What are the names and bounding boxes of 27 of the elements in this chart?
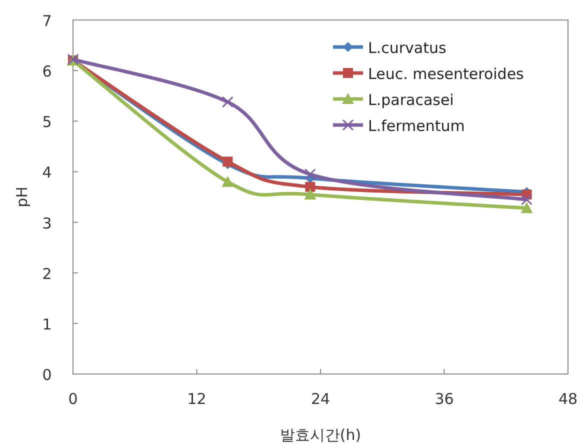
x-axis-title: 발효시간(h) bbox=[280, 426, 362, 444]
y-tick-label: 6 bbox=[42, 62, 52, 81]
point bbox=[222, 176, 234, 187]
y-axis-title: pH bbox=[13, 186, 31, 208]
point bbox=[304, 168, 316, 180]
legend-label: Leuc. mesenteroides bbox=[368, 65, 524, 83]
x-tick-label: 0 bbox=[68, 390, 78, 408]
point bbox=[222, 96, 234, 108]
y-tick-label: 0 bbox=[42, 366, 52, 384]
x-tick-label: 48 bbox=[558, 390, 578, 408]
legend-label: L.paracasei bbox=[368, 91, 454, 109]
x-tick-label: 24 bbox=[310, 390, 330, 408]
y-tick-label: 1 bbox=[42, 315, 52, 334]
legend-label: L.fermentum bbox=[368, 117, 465, 135]
point bbox=[305, 182, 316, 192]
y-tick-label: 5 bbox=[42, 113, 52, 132]
point bbox=[520, 202, 533, 214]
y-tick-label: 2 bbox=[42, 264, 52, 283]
point bbox=[222, 156, 233, 167]
y-tick-label: 4 bbox=[42, 164, 52, 182]
y-tick-label: 7 bbox=[42, 12, 52, 30]
point bbox=[521, 194, 532, 206]
y-tick-label: 3 bbox=[42, 214, 52, 232]
x-tick-label: 36 bbox=[434, 390, 454, 408]
x-tick-label: 12 bbox=[187, 390, 206, 408]
point bbox=[304, 188, 316, 200]
legend-label: L.curvatus bbox=[368, 39, 447, 57]
